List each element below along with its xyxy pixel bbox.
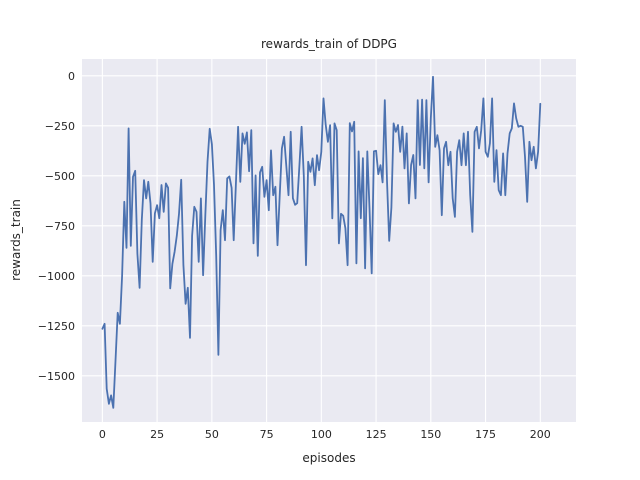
y-tick-label: −1500	[38, 370, 75, 383]
x-tick-label: 75	[260, 428, 274, 441]
x-tick-label: 175	[475, 428, 496, 441]
x-tick-label: 125	[366, 428, 387, 441]
x-tick-label: 100	[311, 428, 332, 441]
x-tick-label: 50	[205, 428, 219, 441]
y-tick-label: −1250	[38, 320, 75, 333]
x-axis-label: episodes	[302, 451, 356, 465]
y-tick-label: −500	[45, 170, 75, 183]
plot-area	[82, 59, 576, 422]
x-tick-label: 25	[150, 428, 164, 441]
chart-title: rewards_train of DDPG	[261, 37, 397, 51]
x-tick-label: 0	[99, 428, 106, 441]
x-tick-label: 200	[530, 428, 551, 441]
y-tick-label: 0	[68, 70, 75, 83]
y-tick-label: −750	[45, 220, 75, 233]
y-tick-label: −250	[45, 120, 75, 133]
series-line-rewards_train	[101, 75, 542, 409]
y-axis-label: rewards_train	[9, 199, 23, 281]
x-tick-label: 150	[420, 428, 441, 441]
y-tick-label: −1000	[38, 270, 75, 283]
